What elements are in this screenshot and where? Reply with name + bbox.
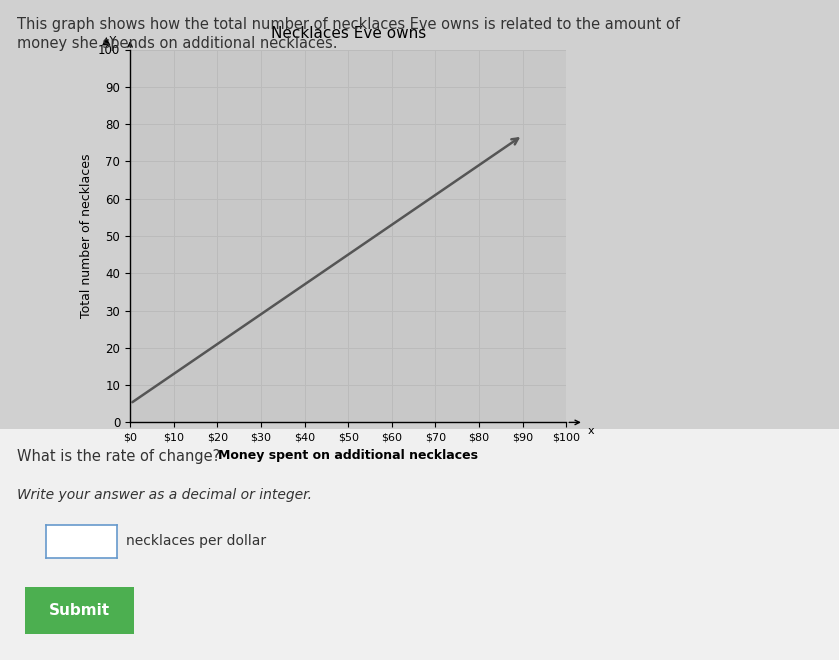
- X-axis label: Money spent on additional necklaces: Money spent on additional necklaces: [218, 449, 478, 462]
- Text: ▲Y: ▲Y: [102, 36, 117, 46]
- Y-axis label: Total number of necklaces: Total number of necklaces: [80, 154, 92, 318]
- Text: What is the rate of change?: What is the rate of change?: [17, 449, 220, 464]
- Title: Necklaces Eve owns: Necklaces Eve owns: [270, 26, 426, 42]
- Text: Submit: Submit: [50, 603, 110, 618]
- Text: necklaces per dollar: necklaces per dollar: [126, 534, 266, 548]
- Text: x: x: [588, 426, 595, 436]
- Text: This graph shows how the total number of necklaces Eve owns is related to the am: This graph shows how the total number of…: [17, 16, 680, 32]
- Text: Write your answer as a decimal or integer.: Write your answer as a decimal or intege…: [17, 488, 312, 502]
- Text: money she spends on additional necklaces.: money she spends on additional necklaces…: [17, 36, 337, 51]
